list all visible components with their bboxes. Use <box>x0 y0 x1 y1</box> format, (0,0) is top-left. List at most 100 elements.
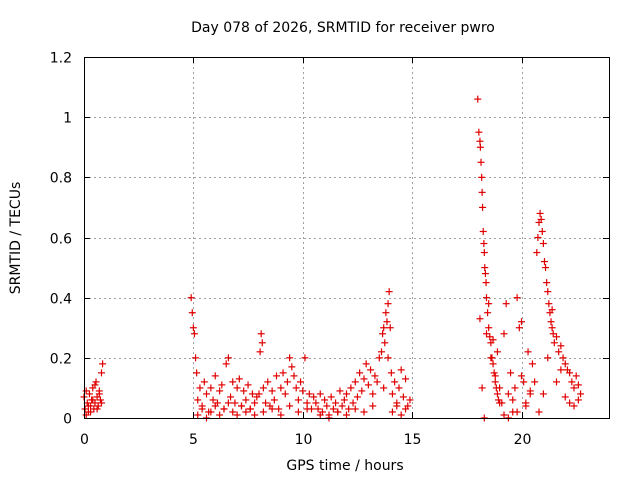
data-point <box>327 393 335 401</box>
data-point <box>553 378 560 386</box>
data-point <box>531 378 539 386</box>
x-axis-label: GPS time / hours <box>286 458 403 474</box>
y-tick-label: 1 <box>63 111 72 127</box>
data-point <box>233 384 241 392</box>
data-point <box>518 318 525 326</box>
data-point <box>190 330 198 338</box>
data-point <box>323 402 331 410</box>
data-point <box>493 390 501 398</box>
data-point <box>555 348 563 356</box>
data-point <box>360 408 368 416</box>
data-point <box>246 405 254 413</box>
data-point <box>373 378 381 386</box>
data-point <box>96 396 104 404</box>
data-point <box>540 258 548 266</box>
data-point <box>343 390 350 398</box>
data-point <box>194 396 202 404</box>
data-point <box>189 324 197 332</box>
data-point <box>360 375 368 383</box>
data-point <box>286 402 294 410</box>
data-point <box>388 408 396 416</box>
data-point <box>275 405 283 413</box>
data-point <box>87 408 95 416</box>
data-point <box>538 227 546 235</box>
data-point <box>542 264 550 272</box>
data-point <box>375 354 383 362</box>
data-point <box>380 384 388 392</box>
data-point <box>511 384 519 392</box>
data-point <box>193 369 201 377</box>
x-tick-label: 10 <box>295 432 313 448</box>
data-point <box>478 384 486 392</box>
data-point <box>312 399 320 407</box>
y-tick-label: 0 <box>63 412 72 428</box>
data-point <box>369 390 377 398</box>
data-point <box>402 405 410 413</box>
data-point <box>486 333 494 341</box>
x-tick-label: 0 <box>80 432 89 448</box>
data-point <box>231 399 239 407</box>
data-point <box>484 309 492 317</box>
data-point <box>203 390 210 398</box>
y-tick-label: 1.2 <box>50 51 72 67</box>
data-point <box>238 402 245 410</box>
data-point <box>380 324 388 332</box>
data-point <box>490 369 498 377</box>
data-point <box>81 405 89 413</box>
data-point <box>290 372 298 380</box>
data-point <box>478 173 486 181</box>
x-tick-label: 20 <box>514 432 532 448</box>
data-point <box>395 384 403 392</box>
data-point <box>273 372 280 380</box>
data-point <box>384 354 392 362</box>
data-point <box>369 402 377 410</box>
data-point <box>262 399 270 407</box>
data-point <box>91 381 99 389</box>
data-point <box>545 300 553 308</box>
data-point <box>476 137 484 145</box>
y-axis-label: SRMTID / TECUs <box>8 182 24 295</box>
data-point <box>491 378 499 386</box>
data-point <box>188 309 196 317</box>
data-point <box>378 348 385 356</box>
data-point <box>99 360 107 368</box>
data-point <box>535 408 543 416</box>
data-point <box>406 396 414 404</box>
data-point <box>388 390 396 398</box>
data-point <box>536 209 544 217</box>
data-point <box>268 387 276 395</box>
y-tick-labels: 0 0.2 0.4 0.6 0.8 1 1.2 <box>50 51 72 428</box>
data-point <box>303 405 311 413</box>
data-point <box>297 378 305 386</box>
data-point <box>229 378 237 386</box>
data-point <box>257 330 265 338</box>
data-point <box>92 378 100 386</box>
data-point <box>481 270 489 278</box>
data-point <box>251 399 259 407</box>
data-point <box>493 348 501 356</box>
data-point <box>549 330 557 338</box>
data-point <box>399 393 407 401</box>
data-point <box>209 396 217 404</box>
data-point <box>93 405 101 413</box>
data-point <box>89 396 97 404</box>
data-point <box>539 240 547 248</box>
data-point <box>402 375 410 383</box>
data-point <box>487 354 495 362</box>
data-point <box>207 408 215 416</box>
data-point <box>294 408 302 416</box>
data-point <box>478 188 486 196</box>
data-point <box>574 396 582 404</box>
data-point <box>485 300 493 308</box>
data-point <box>367 366 375 374</box>
data-point <box>474 95 482 103</box>
data-point <box>482 279 490 287</box>
x-tick-label: 15 <box>404 432 422 448</box>
data-point <box>235 375 243 383</box>
data-point <box>94 402 102 410</box>
data-point <box>345 405 353 413</box>
data-point <box>570 384 578 392</box>
data-point <box>211 372 219 380</box>
data-point <box>349 399 357 407</box>
data-point <box>386 324 394 332</box>
